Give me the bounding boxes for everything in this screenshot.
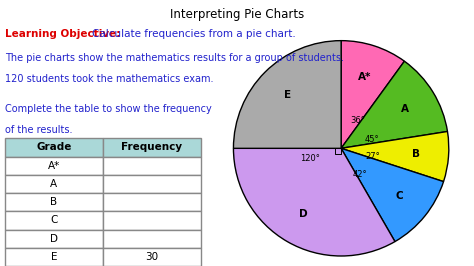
Text: 120°: 120° bbox=[301, 154, 320, 163]
Text: of the results.: of the results. bbox=[5, 125, 72, 135]
Text: Complete the table to show the frequency: Complete the table to show the frequency bbox=[5, 104, 211, 114]
Text: The pie charts show the mathematics results for a group of students.: The pie charts show the mathematics resu… bbox=[5, 53, 344, 63]
Wedge shape bbox=[341, 41, 404, 148]
Text: C: C bbox=[396, 191, 403, 201]
Wedge shape bbox=[234, 148, 395, 256]
Text: B: B bbox=[412, 149, 420, 159]
Text: Calculate frequencies from a pie chart.: Calculate frequencies from a pie chart. bbox=[92, 29, 296, 39]
Wedge shape bbox=[341, 148, 444, 242]
Text: 27°: 27° bbox=[365, 152, 380, 161]
Text: A*: A* bbox=[358, 72, 371, 82]
Text: 42°: 42° bbox=[353, 170, 367, 179]
Text: E: E bbox=[284, 90, 292, 100]
Text: Interpreting Pie Charts: Interpreting Pie Charts bbox=[170, 8, 304, 21]
Wedge shape bbox=[234, 41, 341, 148]
Wedge shape bbox=[341, 131, 449, 182]
Text: D: D bbox=[299, 209, 308, 219]
Text: 45°: 45° bbox=[365, 135, 380, 144]
Text: A: A bbox=[401, 104, 410, 114]
Text: Learning Objective:: Learning Objective: bbox=[5, 29, 124, 39]
Wedge shape bbox=[341, 61, 447, 148]
Text: 120 students took the mathematics exam.: 120 students took the mathematics exam. bbox=[5, 74, 213, 85]
Text: 36°: 36° bbox=[350, 116, 365, 125]
